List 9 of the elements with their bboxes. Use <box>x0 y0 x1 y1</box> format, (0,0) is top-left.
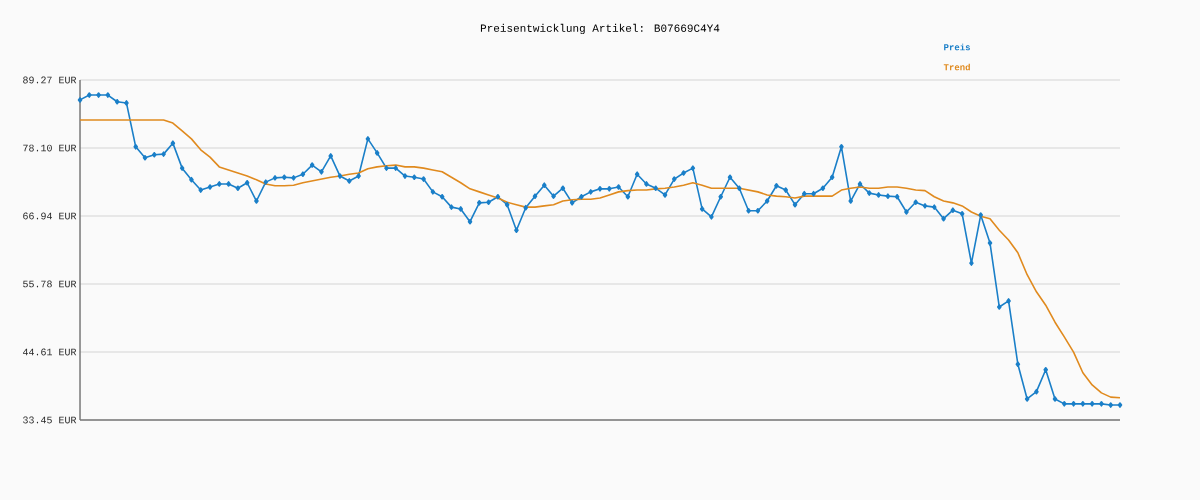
y-tick-label: 78.10 EUR <box>23 144 77 152</box>
text: Preis <box>944 43 970 51</box>
y-tick-label: 44.61 EUR <box>22 348 77 356</box>
y-tick-label: 89.27 EUR <box>23 76 77 84</box>
text: Trend <box>943 63 970 71</box>
chart-title: Preisentwicklung Artikel: B07669C4Y4 <box>480 23 720 35</box>
y-tick-label: 33.45 EUR <box>23 416 77 424</box>
y-tick-label: 55.78 EUR <box>23 280 77 288</box>
y-tick-label: 66.94 EUR <box>23 212 77 220</box>
